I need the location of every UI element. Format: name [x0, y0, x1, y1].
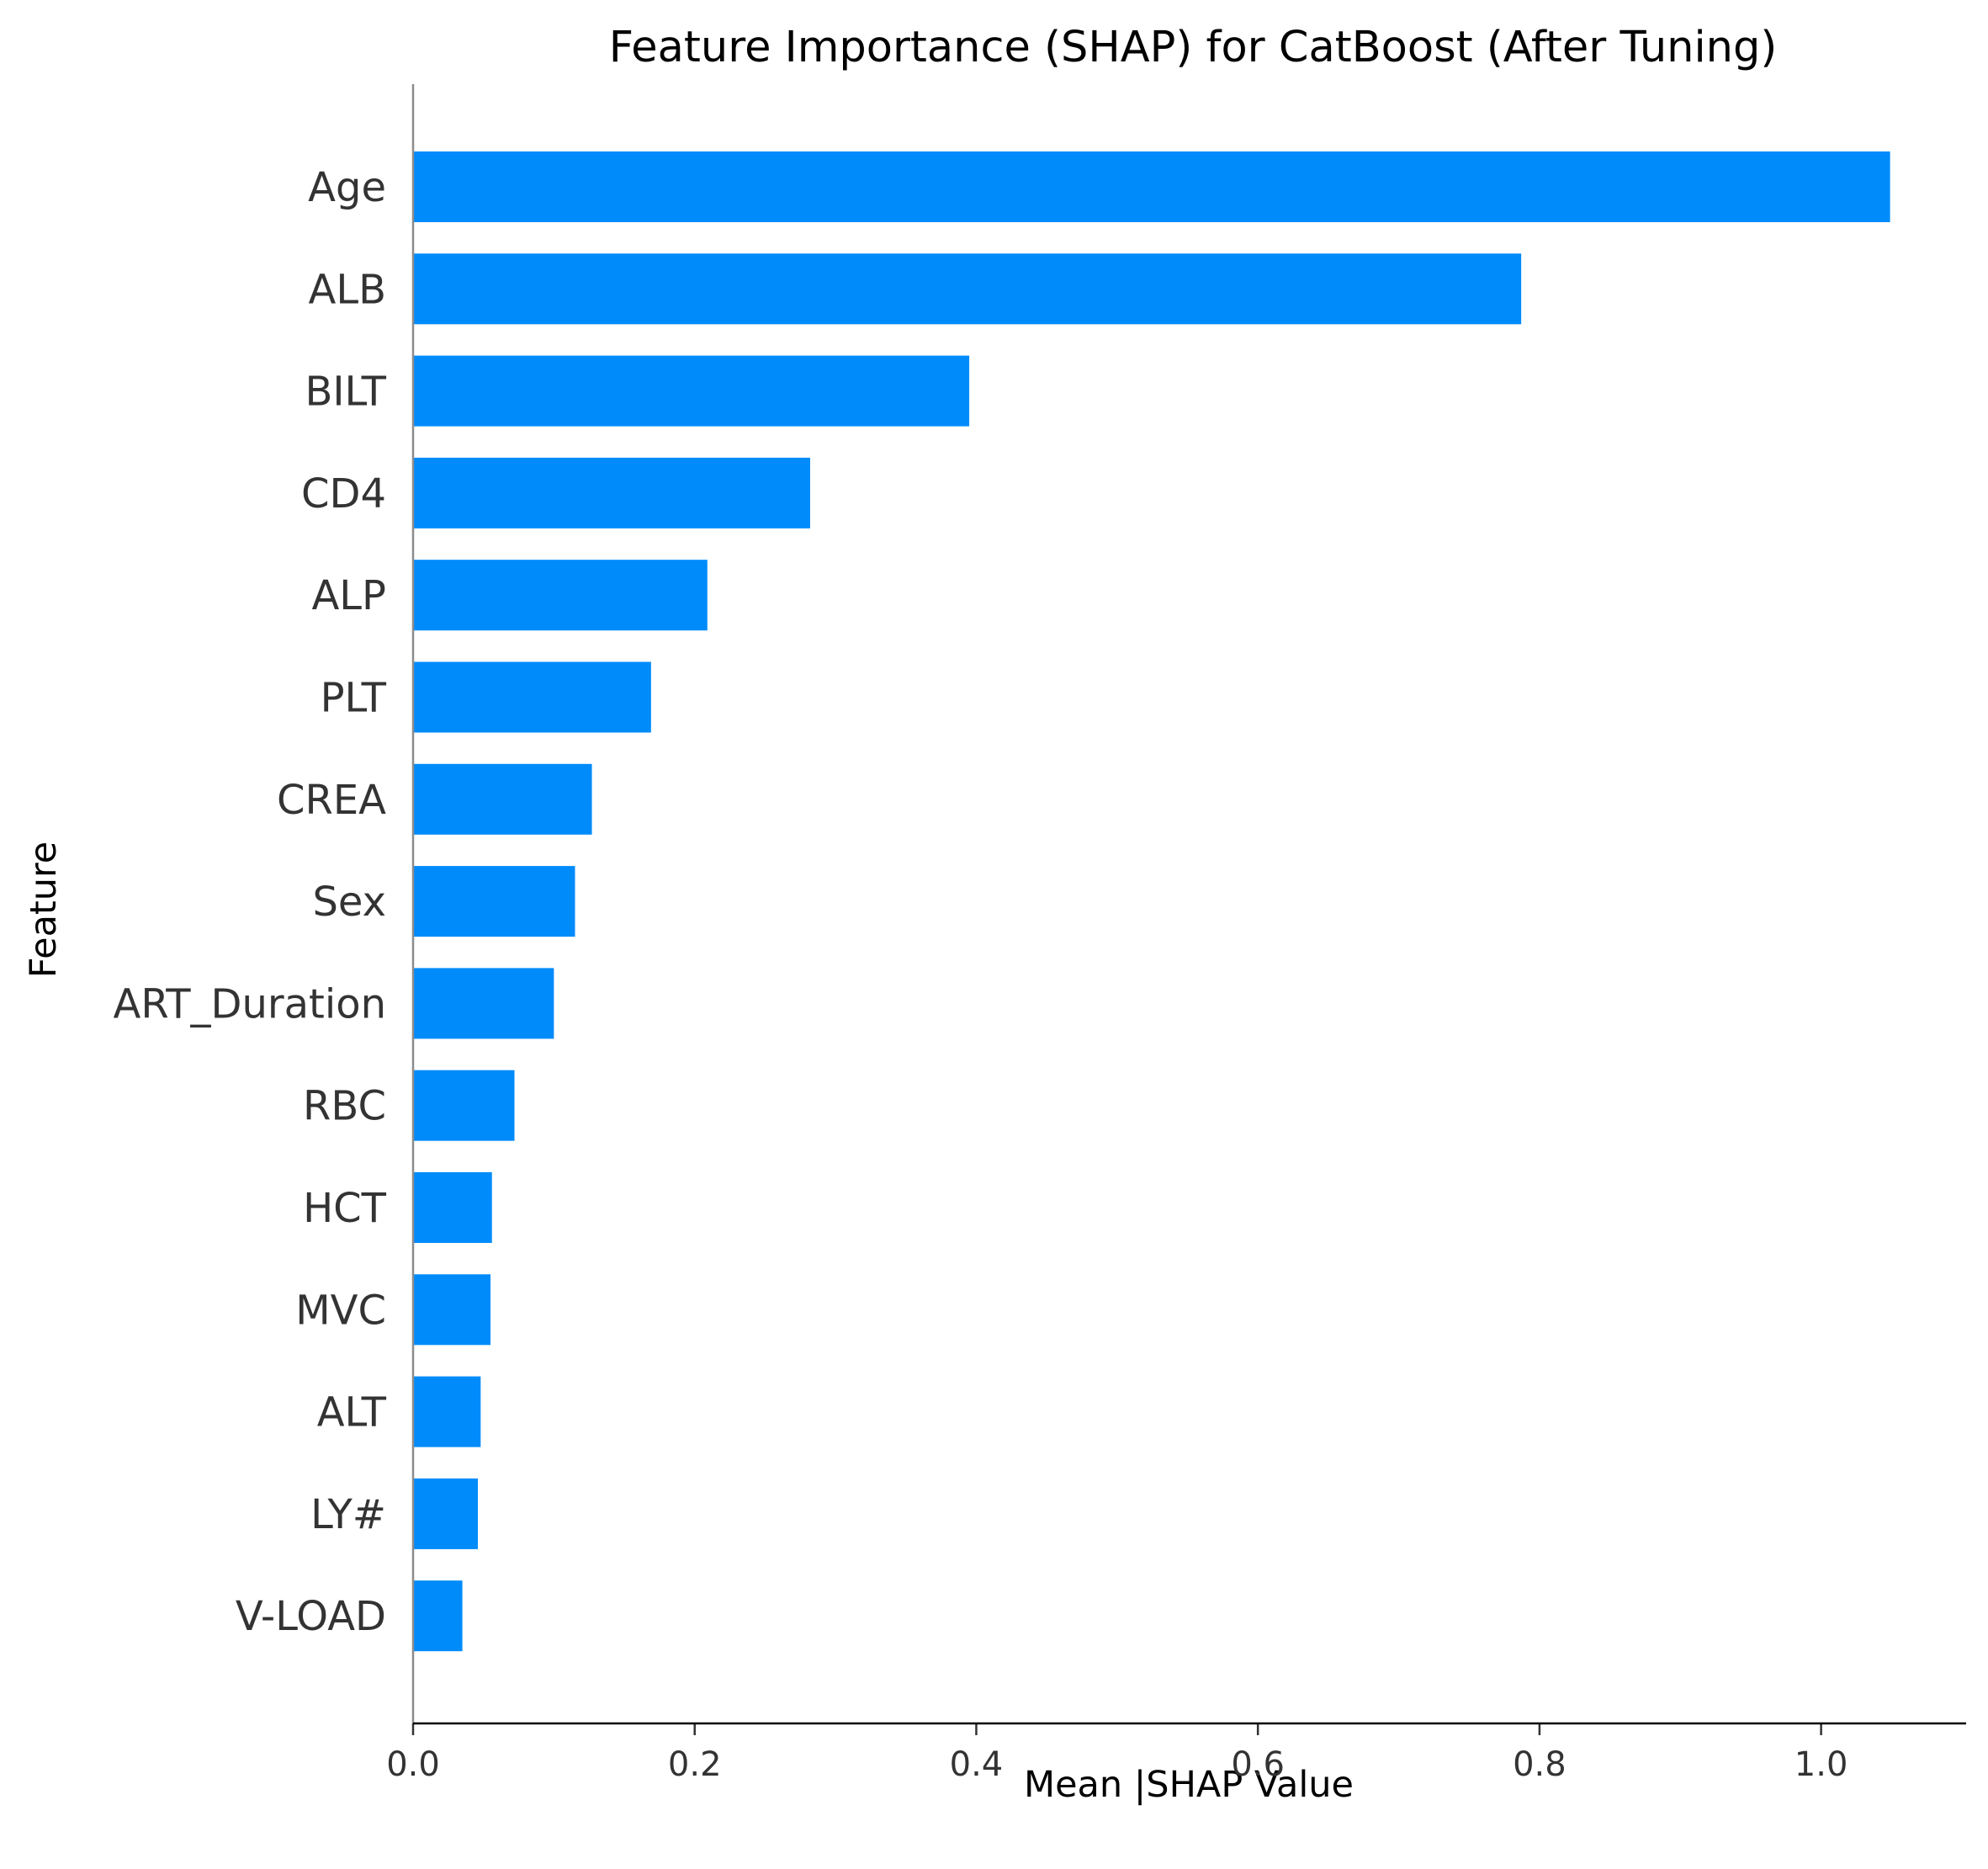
bar-alb — [413, 253, 1522, 325]
y-tick-label: CREA — [277, 777, 386, 824]
y-tick-label: PLT — [321, 675, 387, 722]
x-tick-label: 1.0 — [1795, 1745, 1848, 1784]
x-tick-label: 0.8 — [1513, 1745, 1567, 1784]
bar-crea — [413, 763, 592, 835]
bar-v-load — [413, 1580, 463, 1652]
y-tick-labels: Age ALB BILT CD4 ALP PLT CREA Sex ART_Duration RB… — [114, 164, 387, 1640]
y-tick-label: Age — [308, 164, 386, 211]
y-tick-label: RBC — [303, 1083, 386, 1130]
y-tick-label: CD4 — [301, 470, 386, 518]
y-tick-label: ART_Duration — [114, 980, 387, 1027]
bar-mvc — [413, 1274, 491, 1346]
y-tick-label: MVC — [295, 1287, 386, 1334]
bar-hct — [413, 1172, 492, 1243]
y-tick-label: Sex — [312, 879, 386, 926]
bar-plt — [413, 661, 651, 733]
bar-ly- — [413, 1478, 478, 1549]
y-tick-label: ALP — [311, 572, 386, 619]
y-tick-label: ALT — [317, 1389, 387, 1436]
y-tick-label: ALB — [308, 266, 386, 313]
x-ticks: 0.0 0.2 0.4 0.6 0.8 1.0 — [386, 1723, 1848, 1784]
y-axis-label: Feature — [23, 842, 65, 979]
x-tick-label: 0.2 — [668, 1745, 722, 1784]
y-tick-label: HCT — [303, 1185, 387, 1232]
bar-alp — [413, 560, 708, 631]
bar-alt — [413, 1376, 481, 1447]
x-tick-label: 0.6 — [1231, 1745, 1285, 1784]
x-axis-label: Mean |SHAP Value — [1024, 1764, 1354, 1806]
y-tick-label: V-LOAD — [236, 1593, 386, 1640]
bar-age — [413, 151, 1890, 222]
y-tick-label: LY# — [310, 1491, 386, 1538]
x-tick-label: 0.4 — [950, 1745, 1004, 1784]
bar-cd4 — [413, 457, 810, 528]
bar-bilt — [413, 355, 970, 427]
bars-group — [413, 151, 1890, 1652]
bar-rbc — [413, 1070, 515, 1141]
y-tick-label: BILT — [305, 369, 386, 416]
bar-sex — [413, 866, 575, 937]
x-tick-label: 0.0 — [386, 1745, 440, 1784]
chart-title: Feature Importance (SHAP) for CatBoost (… — [609, 23, 1778, 72]
bar-art-duration — [413, 968, 554, 1039]
